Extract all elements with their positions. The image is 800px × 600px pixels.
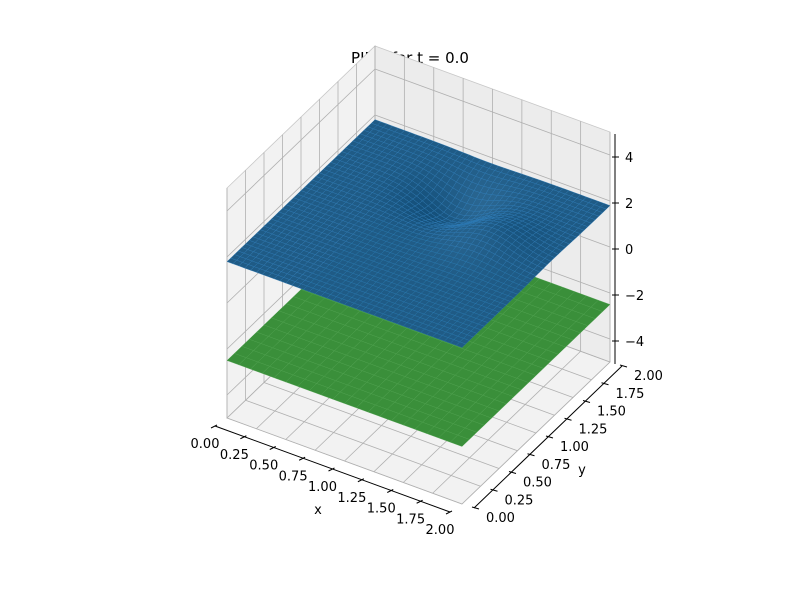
y-tick [545, 435, 554, 439]
x-tick [416, 499, 423, 504]
y-axis-label: y [578, 463, 586, 478]
x-tick [328, 467, 335, 472]
x-tick [210, 424, 218, 429]
z-tick-label: −4 [625, 335, 644, 350]
back-gridline [374, 68, 611, 156]
y-tick-label: 0.50 [523, 476, 552, 491]
x-tick [357, 478, 365, 483]
z-tick-label: 0 [625, 243, 633, 258]
x-tick-label: 1.25 [337, 491, 366, 506]
y-tick-label: 1.00 [560, 440, 589, 455]
y-tick-label: 0.00 [486, 511, 515, 526]
x-tick-label: 0.25 [220, 448, 249, 463]
left-gridline [226, 114, 376, 258]
z-tick-label: −2 [625, 289, 644, 304]
x-tick-label: 1.00 [308, 480, 337, 495]
blue-surface [226, 119, 611, 348]
y-tick-label: 0.25 [505, 493, 534, 508]
x-tick-label: 0.75 [279, 469, 308, 484]
surface-facet [449, 434, 470, 447]
x-tick-label: 0.50 [249, 459, 278, 474]
x-tick-label: 1.50 [367, 502, 396, 517]
y-tick-label: 1.75 [616, 387, 645, 402]
y-tick [601, 382, 609, 386]
y-tick [582, 400, 591, 403]
y-tick-label: 1.25 [579, 422, 608, 437]
floor-gridline [263, 382, 500, 469]
x-tick [240, 435, 247, 440]
y-tick [527, 453, 535, 457]
y-tick [564, 417, 572, 421]
y-tick-label: 0.75 [542, 458, 571, 473]
x-tick-label: 2.00 [426, 523, 455, 538]
x-tick-label: 1.75 [396, 512, 425, 527]
x-axis: 0.000.250.500.751.001.251.501.752.00 [191, 424, 455, 538]
x-tick-label: 0.00 [191, 437, 220, 452]
y-axis: 0.00 0.25 0.50 0.75 1.00 1.25 1.50 1.75 2.00 [471, 364, 663, 526]
back-gridline [374, 114, 611, 202]
surface-facet [455, 341, 467, 348]
left-gridline [226, 68, 376, 212]
floor-gridline [226, 417, 463, 505]
z-tick-label: 2 [625, 197, 633, 212]
x-tick [387, 489, 394, 493]
y-tick-label: 1.50 [597, 405, 626, 420]
y-tick [490, 488, 498, 492]
y-tick [508, 471, 517, 474]
z-tick-label: 4 [625, 151, 633, 166]
x-axis-label: x [314, 503, 322, 518]
floor-gridline [245, 399, 481, 487]
y-tick-label: 2.00 [634, 369, 663, 384]
z-axis: −4 −2 0 2 4 [612, 134, 644, 364]
x-tick [269, 446, 276, 450]
y-tick [619, 364, 628, 368]
x-tick [298, 456, 306, 461]
x-tick [445, 510, 453, 515]
y-tick [471, 506, 480, 510]
